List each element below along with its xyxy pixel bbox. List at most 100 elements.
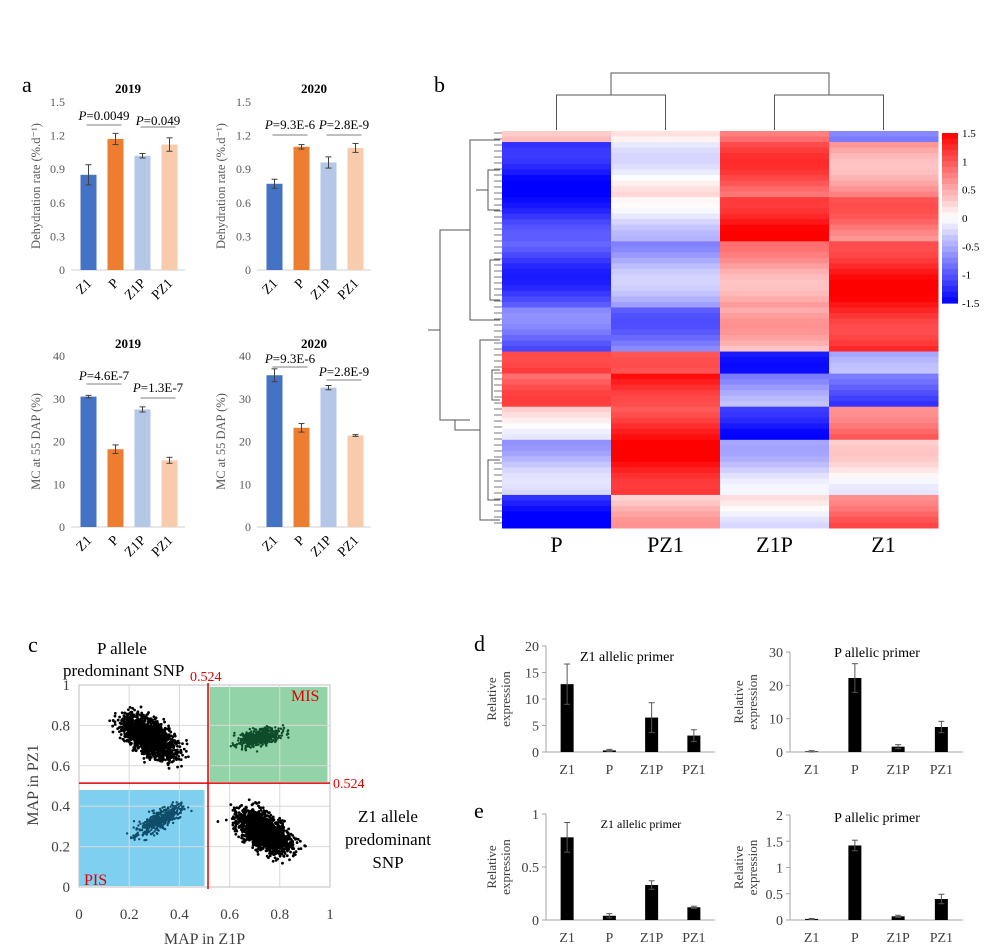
data-point bbox=[119, 733, 123, 736]
data-point bbox=[152, 809, 155, 812]
data-point bbox=[260, 727, 264, 731]
y-tick-label: 10 bbox=[525, 693, 539, 708]
data-point bbox=[245, 806, 248, 810]
data-point bbox=[129, 743, 132, 746]
heatmap-cell bbox=[502, 351, 612, 358]
row-dendrogram bbox=[487, 459, 500, 501]
data-point bbox=[236, 739, 240, 742]
data-point bbox=[161, 755, 165, 759]
heatmap-cell bbox=[611, 246, 721, 253]
p-value-annotation: P=0.049 bbox=[135, 113, 181, 128]
heatmap-cell bbox=[611, 417, 721, 424]
heatmap-cell bbox=[829, 357, 939, 364]
colorbar-segment bbox=[942, 297, 958, 304]
data-point bbox=[259, 846, 262, 850]
heatmap-cell bbox=[611, 318, 721, 325]
data-point bbox=[133, 723, 136, 727]
y-axis-label: MC at 55 DAP (%) bbox=[214, 393, 228, 490]
heatmap-cell bbox=[502, 445, 612, 452]
y-tick-label: 20 bbox=[525, 640, 539, 655]
data-point bbox=[164, 758, 167, 762]
data-point bbox=[138, 820, 141, 823]
data-point bbox=[148, 825, 151, 828]
bar bbox=[266, 375, 283, 527]
heatmap-cell bbox=[829, 522, 939, 529]
column-label: Z1P bbox=[756, 532, 793, 557]
panel-label-b: b bbox=[434, 72, 445, 97]
y-tick-label: 0.6 bbox=[51, 759, 70, 775]
data-point bbox=[184, 749, 188, 753]
data-point bbox=[130, 730, 134, 734]
data-point bbox=[233, 743, 237, 747]
p-value-annotation: P=9.3E-6 bbox=[264, 351, 316, 366]
colorbar-segment bbox=[942, 206, 958, 213]
data-point bbox=[265, 832, 269, 836]
heatmap-cell bbox=[502, 169, 612, 176]
data-point bbox=[111, 724, 115, 728]
data-point bbox=[132, 836, 135, 840]
x-tick-label: Z1P bbox=[308, 533, 335, 560]
data-point bbox=[287, 827, 291, 831]
data-point bbox=[242, 807, 246, 811]
data-point bbox=[248, 809, 252, 813]
data-point bbox=[259, 731, 263, 735]
data-point bbox=[258, 829, 262, 833]
data-point bbox=[157, 744, 161, 748]
heatmap-cell bbox=[720, 285, 830, 292]
heatmap-cell bbox=[720, 279, 830, 286]
data-point bbox=[168, 737, 172, 741]
heatmap-cell bbox=[611, 307, 721, 314]
heatmap-cell bbox=[502, 340, 612, 347]
y-tick-label: 0 bbox=[59, 520, 65, 534]
region-label-mis: MIS bbox=[291, 688, 319, 705]
row-dendrogram bbox=[487, 169, 500, 211]
heatmap-cell bbox=[502, 428, 612, 435]
colorbar-segment bbox=[942, 240, 958, 247]
data-point bbox=[280, 848, 284, 851]
heatmap-cell bbox=[720, 445, 830, 452]
chart-title: 2020 bbox=[301, 81, 327, 96]
heatmap-cell bbox=[502, 412, 612, 419]
heatmap-cell bbox=[611, 450, 721, 457]
heatmap-cell bbox=[720, 169, 830, 176]
data-point bbox=[176, 807, 180, 810]
data-point bbox=[147, 726, 151, 730]
heatmap-cell bbox=[720, 423, 830, 430]
x-tick-label: PZ1 bbox=[930, 931, 953, 946]
heatmap-cell bbox=[502, 290, 612, 297]
heatmap-cell bbox=[611, 478, 721, 485]
x-tick-label: Z1 bbox=[804, 931, 820, 946]
data-point bbox=[178, 745, 182, 749]
heatmap-cell bbox=[502, 175, 612, 182]
data-point bbox=[282, 854, 286, 858]
heatmap-cell bbox=[720, 312, 830, 319]
heatmap-cell bbox=[829, 456, 939, 463]
data-point bbox=[134, 730, 138, 734]
x-tick-label: Z1 bbox=[804, 763, 820, 778]
data-point bbox=[122, 720, 126, 724]
data-point bbox=[239, 815, 243, 818]
data-point bbox=[264, 841, 267, 845]
colorbar-segment bbox=[942, 257, 958, 264]
heatmap-cell bbox=[502, 417, 612, 424]
data-point bbox=[164, 814, 167, 817]
data-point bbox=[277, 727, 280, 730]
data-point bbox=[151, 816, 155, 819]
data-point bbox=[163, 728, 167, 732]
heatmap-cell bbox=[829, 335, 939, 342]
heatmap-cell bbox=[720, 384, 830, 391]
bar bbox=[80, 174, 97, 270]
data-point bbox=[157, 735, 160, 738]
data-point bbox=[272, 824, 276, 828]
data-point bbox=[136, 834, 139, 837]
group-label-z1-allele: Z1 allele bbox=[358, 807, 418, 826]
heatmap-cell bbox=[829, 235, 939, 242]
heatmap-cell bbox=[829, 257, 939, 264]
y-tick-label: 0.9 bbox=[236, 162, 251, 176]
data-point bbox=[167, 729, 171, 733]
heatmap-cell bbox=[829, 472, 939, 479]
data-point bbox=[145, 833, 149, 836]
data-point bbox=[152, 715, 156, 719]
data-point bbox=[144, 750, 148, 754]
data-point bbox=[272, 853, 275, 857]
